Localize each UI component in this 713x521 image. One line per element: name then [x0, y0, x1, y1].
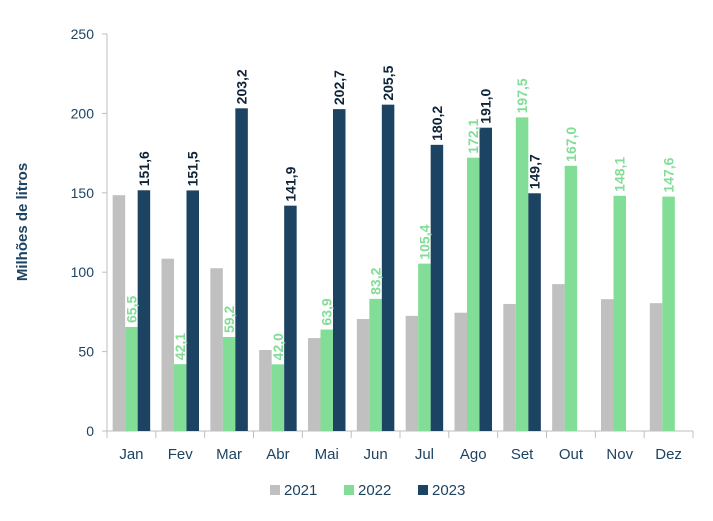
data-label-2022-Jul: 105,4 [416, 224, 432, 259]
data-label-2023-Jul: 180,2 [429, 106, 445, 141]
y-tick-label: 50 [78, 344, 94, 360]
bar-2021-Fev [161, 258, 174, 431]
y-tick-label: 250 [71, 26, 95, 42]
data-label-2023-Mar: 203,2 [234, 69, 250, 104]
legend-label-2023: 2023 [432, 482, 465, 499]
x-tick-label: Mai [315, 446, 339, 463]
bar-2023-Jul [430, 144, 444, 431]
bar-2023-Jun [381, 104, 395, 431]
data-label-2022-Jun: 83,2 [368, 267, 384, 294]
bar-2022-Mai [320, 329, 333, 431]
axes: 0 50 100 150 200 250 Jan Fev Mar Abr Mai Jun Jul Ago S… [71, 26, 694, 463]
legend-label-2021: 2021 [284, 482, 317, 499]
bar-2023-Jan [137, 190, 151, 431]
bar-2022-Ago [467, 157, 480, 431]
bar-2022-Nov [613, 195, 626, 431]
data-label-2023-Jun: 205,5 [380, 65, 396, 100]
data-labels: 65,5 42,1 59,2 42,0 63,9 83,2 105,4 172,1 197,5 1… [123, 65, 676, 360]
data-label-2023-Mai: 202,7 [331, 70, 347, 105]
data-label-2023-Set: 149,7 [527, 154, 543, 189]
x-tick-label: Jun [363, 446, 387, 463]
data-label-2023-Abr: 141,9 [282, 166, 298, 201]
bar-2023-Ago [479, 127, 492, 431]
bar-2021-Nov [601, 299, 614, 431]
x-tick-label: Mar [216, 446, 242, 463]
bar-2021-Ago [454, 312, 467, 431]
bar-2021-Mai [308, 338, 321, 431]
data-label-2022-Nov: 148,1 [612, 157, 628, 192]
bar-2021-Jan [112, 195, 126, 431]
bars [112, 104, 675, 432]
legend-swatch-2023 [418, 485, 428, 495]
bar-2023-Abr [284, 205, 297, 431]
bar-2021-Mar [210, 268, 223, 431]
data-label-2023-Ago: 191,0 [478, 88, 494, 123]
data-label-2022-Fev: 42,1 [172, 333, 188, 360]
bar-2022-Jul [418, 263, 431, 431]
bar-2021-Out [552, 284, 565, 431]
x-tick-label: Abr [266, 446, 289, 463]
bar-2022-Fev [174, 364, 187, 431]
bar-2023-Mar [235, 108, 248, 432]
y-tick-label: 0 [86, 423, 94, 439]
bar-2021-Dez [649, 303, 663, 431]
bar-2021-Set [503, 303, 516, 431]
x-tick-label: Dez [655, 446, 682, 463]
data-label-2022-Ago: 172,1 [465, 118, 481, 153]
x-tick-label: Nov [606, 446, 633, 463]
y-tick-label: 200 [71, 105, 95, 121]
bar-2023-Set [528, 193, 541, 431]
y-tick-label: 100 [71, 264, 95, 280]
data-label-2022-Set: 197,5 [514, 78, 530, 113]
x-tick-label: Out [559, 446, 584, 463]
bar-2022-Dez [662, 196, 675, 431]
data-label-2022-Out: 167,0 [563, 127, 579, 162]
y-tick-label: 150 [71, 185, 95, 201]
bar-2022-Jun [369, 298, 382, 431]
y-axis-label: Milhões de litros [14, 163, 31, 281]
data-label-2022-Jan: 65,5 [123, 296, 139, 323]
data-label-2023-Fev: 151,5 [185, 151, 201, 186]
bar-2022-Set [515, 117, 529, 432]
data-label-2022-Mai: 63,9 [319, 298, 335, 325]
data-label-2022-Dez: 147,6 [661, 157, 677, 192]
data-label-2023-Jan: 151,6 [136, 151, 152, 186]
bar-2022-Jan [125, 326, 138, 431]
x-tick-label: Jan [119, 446, 143, 463]
data-label-2022-Abr: 42,0 [270, 333, 286, 360]
legend-label-2022: 2022 [358, 482, 391, 499]
legend-swatch-2022 [344, 485, 354, 495]
x-tick-label: Fev [168, 446, 194, 463]
bar-2022-Mar [222, 336, 236, 431]
x-tick-label: Ago [460, 446, 487, 463]
bar-2021-Abr [259, 350, 272, 431]
data-label-2022-Mar: 59,2 [221, 306, 237, 333]
bar-2022-Out [564, 165, 578, 431]
bar-2022-Abr [271, 364, 285, 431]
x-tick-label: Set [511, 446, 534, 463]
bar-2021-Jun [356, 319, 370, 431]
bar-2021-Jul [405, 315, 419, 431]
bar-2023-Fev [186, 190, 199, 431]
x-tick-label: Jul [415, 446, 434, 463]
legend-swatch-2021 [270, 485, 280, 495]
bar-2023-Mai [333, 109, 346, 431]
legend: 2021 2022 2023 [270, 482, 465, 499]
